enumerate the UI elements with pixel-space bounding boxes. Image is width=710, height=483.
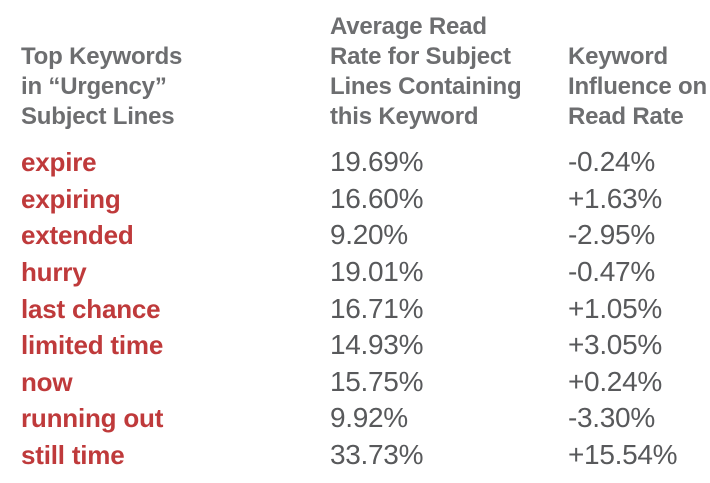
table-row-extended: extended 9.20% -2.95%: [0, 217, 710, 254]
keyword-cell: limited time: [21, 330, 164, 361]
table-row-hurry: hurry 19.01% -0.47%: [0, 254, 710, 291]
table-row-expiring: expiring 16.60% +1.63%: [0, 181, 710, 218]
read-rate-cell: 19.01%: [330, 256, 424, 288]
keyword-cell: expiring: [21, 183, 121, 214]
header-keyword-influence: Keyword Influence on Read Rate: [568, 43, 707, 130]
table-row-limited-time: limited time 14.93% +3.05%: [0, 327, 710, 364]
keyword-cell: running out: [21, 403, 164, 434]
header-top-keywords: Top Keywords in “Urgency” Subject Lines: [21, 43, 183, 130]
keyword-cell: still time: [21, 440, 125, 471]
keyword-cell: now: [21, 366, 73, 397]
keyword-cell: hurry: [21, 257, 87, 288]
influence-cell: +3.05%: [568, 329, 662, 361]
read-rate-cell: 14.93%: [330, 329, 424, 361]
influence-cell: +1.05%: [568, 292, 662, 324]
header-average-read-rate: Average Read Rate for Subject Lines Cont…: [330, 13, 522, 130]
influence-cell: +15.54%: [568, 439, 678, 471]
table-header-row: Top Keywords in “Urgency” Subject Lines …: [0, 0, 710, 132]
table-row-now: now 15.75% +0.24%: [0, 364, 710, 401]
read-rate-cell: 19.69%: [330, 146, 424, 178]
keyword-cell: extended: [21, 220, 134, 251]
read-rate-cell: 16.60%: [330, 182, 424, 214]
read-rate-cell: 15.75%: [330, 365, 424, 397]
influence-cell: +1.63%: [568, 182, 662, 214]
table-row-still-time: still time 33.73% +15.54%: [0, 437, 710, 474]
read-rate-cell: 9.92%: [330, 402, 408, 434]
keyword-cell: expire: [21, 147, 97, 178]
influence-cell: -0.47%: [568, 256, 655, 288]
table-row-last-chance: last chance 16.71% +1.05%: [0, 290, 710, 327]
influence-cell: +0.24%: [568, 365, 662, 397]
keyword-cell: last chance: [21, 293, 161, 324]
read-rate-cell: 9.20%: [330, 219, 408, 251]
influence-cell: -0.24%: [568, 146, 655, 178]
read-rate-cell: 16.71%: [330, 292, 424, 324]
read-rate-cell: 33.73%: [330, 439, 424, 471]
table-row-running-out: running out 9.92% -3.30%: [0, 400, 710, 437]
influence-cell: -2.95%: [568, 219, 655, 251]
table-body: expire 19.69% -0.24% expiring 16.60% +1.…: [0, 144, 710, 473]
influence-cell: -3.30%: [568, 402, 655, 434]
table-row-expire: expire 19.69% -0.24%: [0, 144, 710, 181]
